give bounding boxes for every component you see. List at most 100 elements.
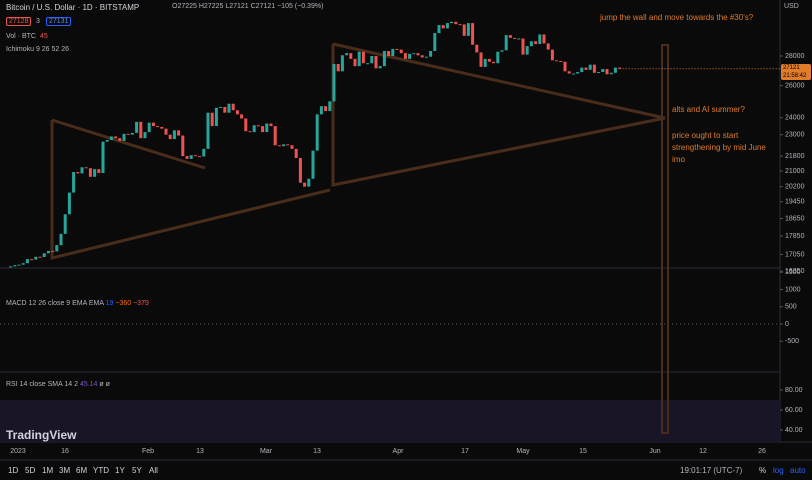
candle (114, 136, 118, 139)
candle (504, 35, 508, 51)
volume-label: Vol · BTC (6, 33, 36, 40)
candle (412, 53, 416, 55)
price-tick-label: 23000 (785, 132, 805, 139)
time-tick-label: Mar (260, 448, 273, 455)
trend-line (50, 120, 331, 260)
candle (487, 58, 491, 62)
candle (420, 55, 424, 58)
candles (9, 21, 622, 268)
candle (571, 73, 575, 75)
candle (118, 138, 122, 141)
candle (101, 141, 105, 173)
range-button[interactable]: 5Y (132, 466, 142, 475)
ask[interactable]: 27131 (46, 17, 72, 26)
range-button[interactable]: 6M (76, 466, 88, 475)
candle (273, 126, 277, 146)
candle (340, 55, 344, 72)
candle (151, 122, 155, 127)
candle (332, 63, 336, 102)
candle (361, 51, 365, 64)
candle (592, 64, 596, 73)
auto-toggle[interactable]: auto (790, 466, 806, 475)
time-tick-label: 2023 (10, 448, 26, 455)
candle (97, 169, 101, 173)
candle (580, 67, 584, 73)
rsi-label: RSI 14 close SMA 14 2 45.14 ø ø (6, 381, 110, 388)
price-tick-label: 21800 (785, 153, 805, 160)
candle (168, 134, 172, 140)
candle (496, 51, 500, 64)
indicator-label: Ichimoku 9 26 52 26 (6, 46, 70, 53)
candle (231, 103, 235, 111)
candle (298, 157, 302, 183)
candle (374, 56, 378, 69)
time-tick-label: Feb (142, 448, 154, 455)
bid[interactable]: 27128 (6, 17, 32, 26)
rsi-tick-label: 80.00 (785, 387, 803, 394)
candle (34, 256, 38, 260)
candle (466, 23, 470, 36)
range-button[interactable]: 3M (59, 466, 71, 475)
rsi-value: ø (99, 381, 104, 388)
candle (256, 125, 260, 127)
price-tick-label: 17050 (785, 251, 805, 258)
price-tick-label: 19450 (785, 199, 805, 206)
range-button[interactable]: All (149, 466, 158, 475)
percent-toggle[interactable]: % (759, 466, 767, 475)
price-tick-label: 28000 (785, 53, 805, 60)
range-button[interactable]: 1M (42, 466, 54, 475)
candle (210, 112, 214, 127)
candle (416, 53, 420, 56)
candle (177, 130, 181, 136)
spread: 3 (36, 18, 40, 25)
range-button[interactable]: 1Y (115, 466, 125, 475)
range-button[interactable]: 5D (25, 466, 36, 475)
candle (105, 139, 109, 142)
logo[interactable]: TradingView (6, 428, 77, 442)
candle (429, 51, 433, 57)
range-button[interactable]: YTD (93, 466, 109, 475)
candle (156, 126, 160, 128)
candle (25, 259, 29, 264)
candle (550, 49, 554, 61)
candle (395, 48, 399, 50)
candle (67, 192, 71, 215)
annotation: price ought to start strengthening by mi… (672, 131, 766, 164)
candle (357, 51, 361, 67)
symbol-title[interactable]: Bitcoin / U.S. Dollar · 1D · BITSTAMP (6, 3, 140, 12)
macd-label: MACD 12 26 close 9 EMA EMA 19 −360 −379 (6, 300, 149, 307)
candle (30, 259, 34, 261)
candle (277, 145, 281, 147)
clock: 19:01:17 (UTC-7) (680, 466, 743, 475)
candle (567, 71, 571, 74)
time-tick-label: 12 (699, 448, 707, 455)
candle (538, 34, 542, 45)
candle (290, 145, 294, 149)
candle (349, 53, 353, 59)
time-tick-label: 17 (461, 448, 469, 455)
candle (193, 155, 197, 157)
candle (584, 67, 588, 70)
candle (240, 114, 244, 119)
macd-tick-label: 1500 (785, 269, 801, 276)
log-toggle[interactable]: log (773, 466, 784, 475)
candle (437, 25, 441, 34)
macd-tick-label: 0 (785, 321, 789, 328)
candle (618, 67, 622, 69)
candle (13, 265, 17, 267)
candle (387, 51, 391, 56)
macd-tick-label: 500 (785, 304, 797, 311)
range-button[interactable]: 1D (8, 466, 19, 475)
candle (311, 150, 315, 179)
candle (462, 24, 466, 36)
candle (261, 126, 265, 133)
candle (605, 69, 609, 75)
candle (424, 56, 428, 58)
candle (408, 53, 412, 59)
candle (181, 135, 185, 157)
candle (307, 178, 311, 187)
candle (139, 121, 143, 139)
candle (80, 167, 84, 174)
